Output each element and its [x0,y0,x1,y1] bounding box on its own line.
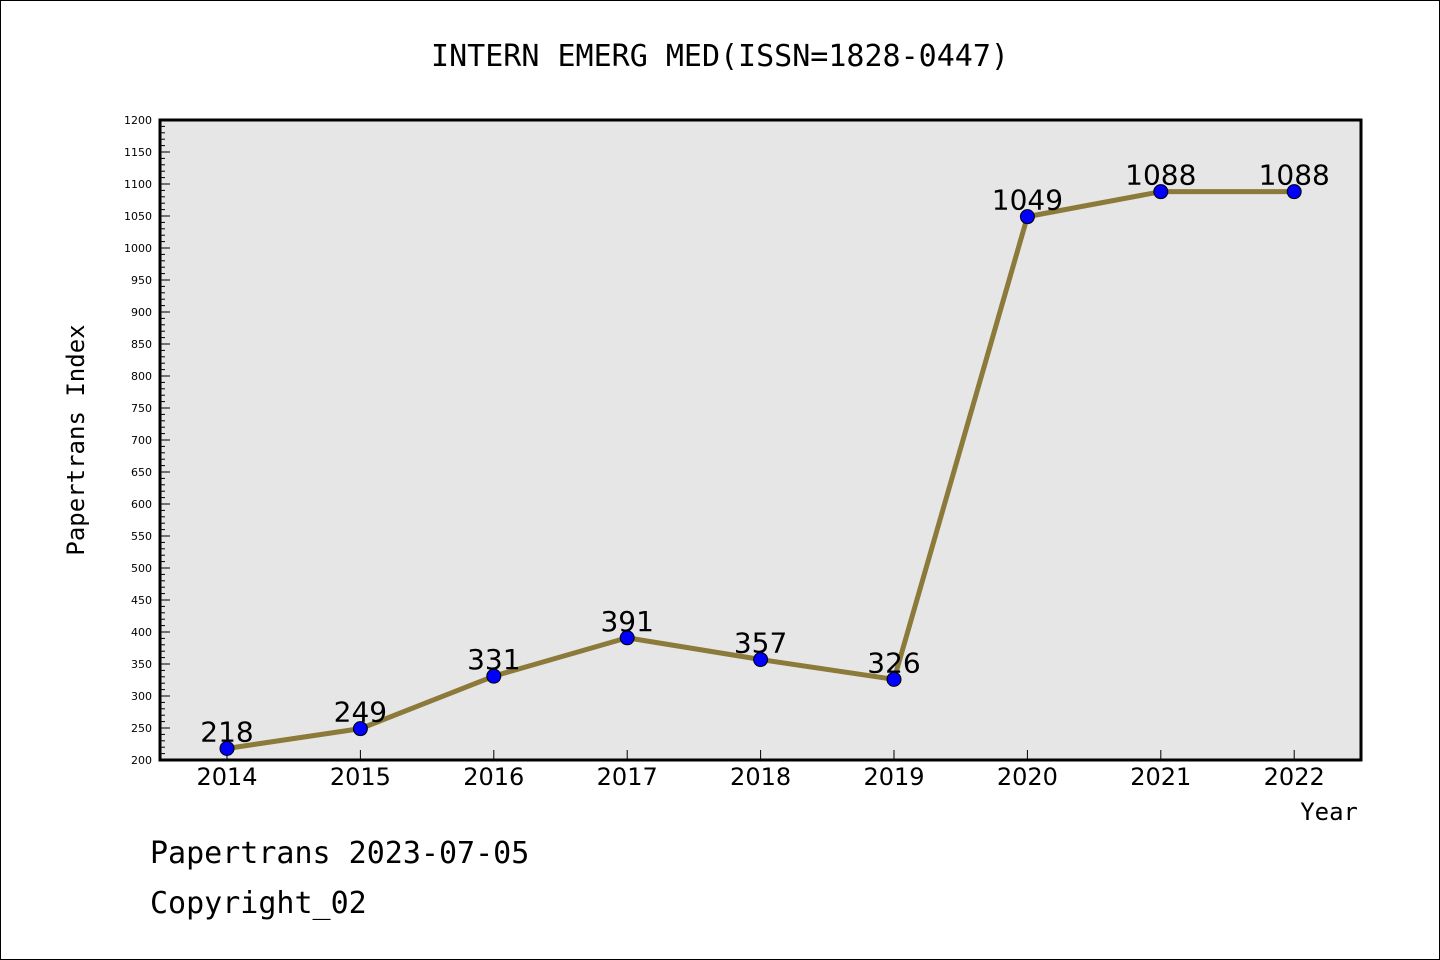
x-tick-label: 2017 [597,763,658,791]
y-tick-label: 900 [131,306,152,319]
data-label: 1049 [992,184,1063,217]
data-label: 391 [600,605,653,638]
data-point [619,630,635,646]
data-point [1019,209,1035,225]
data-point [753,652,769,668]
y-axis: 200 250 300 350 400 450 500 550 600 650 700 750 800 8… [124,114,170,767]
y-tick-label: 800 [131,370,152,383]
data-label: 218 [200,715,253,748]
footer-date: Papertrans 2023-07-05 [150,836,530,871]
y-tick-label: 550 [131,530,152,543]
x-tick-label: 2018 [730,763,791,791]
y-tick-label: 750 [131,402,152,415]
y-tick-label: 1200 [124,114,152,127]
series-papertrans-index: 218 249 331 391 357 326 1049 1088 1088 [200,159,1330,756]
x-tick-label: 2016 [463,763,524,791]
y-tick-label: 700 [131,434,152,447]
data-point [1153,184,1169,200]
chart-title: INTERN EMERG MED(ISSN=1828-0447) [431,39,1009,74]
data-label: 357 [734,627,787,660]
y-tick-label: 450 [131,594,152,607]
x-tick-label: 2020 [997,763,1058,791]
y-axis-label: Papertrans Index [62,324,90,555]
y-tick-label: 500 [131,562,152,575]
y-tick-label: 950 [131,274,152,287]
y-tick-label: 1100 [124,178,152,191]
data-label: 331 [467,643,520,676]
x-axis-label: Year [1300,798,1358,826]
data-label: 1088 [1125,159,1196,192]
y-tick-label: 650 [131,466,152,479]
y-tick-label: 200 [131,754,152,767]
x-tick-label: 2015 [330,763,391,791]
x-tick-label: 2022 [1264,763,1325,791]
x-tick-label: 2021 [1130,763,1191,791]
data-point [1286,184,1302,200]
y-tick-label: 600 [131,498,152,511]
y-tick-label: 1050 [124,210,152,223]
data-label: 249 [334,696,387,729]
y-tick-label: 400 [131,626,152,639]
data-label: 1088 [1259,159,1330,192]
data-point [352,721,368,737]
y-tick-label: 300 [131,690,152,703]
x-tick-label: 2019 [863,763,924,791]
y-tick-label: 1150 [124,146,152,159]
y-tick-label: 850 [131,338,152,351]
y-tick-label: 250 [131,722,152,735]
data-point [219,740,235,756]
y-tick-label: 1000 [124,242,152,255]
footer-copyright: Copyright_02 [150,886,367,921]
x-axis: 2014 2015 2016 2017 2018 2019 2020 2021 2022 [196,750,1325,791]
y-tick-label: 350 [131,658,152,671]
data-label: 326 [867,646,920,679]
x-tick-label: 2014 [196,763,257,791]
data-point [486,668,502,684]
data-point [886,671,902,687]
